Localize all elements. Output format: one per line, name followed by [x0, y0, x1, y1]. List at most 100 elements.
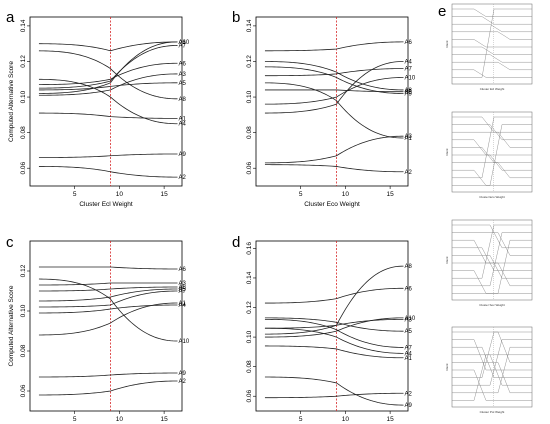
x-axis-label: Cluster Ecl Weight: [79, 201, 133, 208]
series-line-A5: [264, 317, 404, 332]
rank-line: [452, 46, 532, 55]
rank-plot-y-label: Rank: [445, 40, 449, 48]
panel-a: a 5 10 15 0.06 0.08 0.10 0.12 0.14 Cluster Ecl W…: [6, 9, 190, 208]
series-label-A9: A9: [405, 403, 413, 409]
rank-line: [452, 132, 532, 148]
x-tick-label: 5: [73, 416, 77, 423]
series-line-A6: [38, 62, 178, 85]
rank-line: [452, 39, 532, 48]
rank-line: [452, 347, 532, 393]
y-tick-label: 0.08: [246, 360, 253, 373]
rank-line: [452, 270, 532, 294]
rank-line: [452, 16, 532, 25]
series-line-A6: [264, 41, 404, 52]
series-label-A2: A2: [179, 175, 187, 181]
series-label-A2: A2: [405, 170, 413, 176]
rank-line: [452, 262, 532, 286]
series-line-A2: [264, 392, 404, 399]
rank-line: [452, 331, 532, 363]
series-label-A8: A8: [405, 88, 413, 94]
y-tick-label: 0.08: [20, 126, 27, 139]
panel-d-letter: d: [232, 234, 240, 251]
rank-line: [452, 31, 532, 40]
series-label-A7: A7: [179, 289, 187, 295]
series-label-A10: A10: [179, 339, 190, 345]
rank-plot-x-label: Cluster Pol Weight: [480, 410, 505, 414]
y-tick-label: 0.16: [246, 242, 253, 255]
series-label-A9: A9: [179, 152, 187, 158]
x-axis-label: Cluster Eco Weight: [304, 201, 360, 208]
y-tick-label: 0.10: [20, 90, 27, 103]
y-tick-label: 0.12: [20, 264, 27, 277]
series-label-A10: A10: [179, 40, 190, 46]
plot-frame: [29, 240, 183, 412]
series-line-A7: [38, 290, 178, 308]
rank-line: [452, 354, 532, 401]
rank-line: [452, 116, 532, 178]
y-axis-label: Computed Alternative Score: [8, 61, 15, 142]
rank-plot-frame: [451, 111, 533, 193]
x-tick-label: 15: [387, 191, 395, 198]
series-line-A3: [38, 282, 178, 286]
x-tick-label: 5: [73, 191, 77, 198]
x-tick-label: 10: [342, 416, 350, 423]
x-tick-label: 10: [116, 416, 124, 423]
series-label-A8: A8: [405, 264, 413, 270]
series-line-A4: [264, 61, 404, 114]
series-label-A5: A5: [405, 90, 413, 96]
y-tick-label: 0.10: [246, 330, 253, 343]
series-line-A4: [38, 78, 178, 125]
y-tick-label: 0.10: [246, 90, 253, 103]
panel-a-letter: a: [6, 9, 15, 26]
y-tick-label: 0.14: [246, 271, 253, 284]
series-label-A8: A8: [179, 285, 187, 291]
rank-line: [452, 240, 532, 294]
series-line-A6: [38, 41, 178, 52]
x-tick-label: 5: [299, 191, 303, 198]
series-line-A3: [264, 318, 404, 329]
series-label-A10: A10: [405, 316, 416, 322]
series-line-A10: [264, 317, 404, 338]
rank-plot-y-label: Rank: [445, 363, 449, 371]
rank-line: [452, 62, 532, 70]
rank-plot-frame: [451, 326, 533, 408]
series-line-A5: [38, 82, 178, 91]
x-tick-label: 15: [161, 191, 169, 198]
series-line-A8: [264, 61, 404, 91]
rank-plot-y-label: Rank: [445, 148, 449, 156]
series-label-A3: A3: [179, 72, 187, 78]
series-line-A4: [264, 327, 404, 354]
series-label-A2: A2: [405, 391, 413, 397]
rank-line: [452, 362, 532, 393]
series-label-A5: A5: [405, 329, 413, 335]
series-label-A1: A1: [405, 356, 413, 362]
series-label-A10: A10: [405, 75, 416, 81]
series-line-A8: [264, 265, 404, 335]
series-line-A2: [38, 166, 178, 178]
rank-plot-y-label: Rank: [445, 256, 449, 264]
series-label-A8: A8: [179, 97, 187, 103]
y-tick-label: 0.06: [20, 384, 27, 397]
series-label-A6: A6: [179, 267, 187, 273]
panel-e: e Rank Cluster Ecl Weight Rank Cluster Eco …: [438, 3, 533, 414]
rank-line: [452, 162, 532, 178]
series-label-A9: A9: [405, 91, 413, 97]
panel-b-plot: 5 10 15 0.06 0.08 0.10 0.12 0.14 Cluster Eco Wei…: [246, 16, 416, 208]
panel-b: b 5 10 15 0.06 0.08 0.10 0.12 0.14 Cluster Eco W…: [232, 9, 416, 208]
x-tick-label: 5: [299, 416, 303, 423]
series-label-A7: A7: [405, 67, 413, 73]
series-line-A7: [264, 68, 404, 77]
y-tick-label: 0.06: [246, 162, 253, 175]
series-line-A4: [38, 304, 178, 314]
rank-line: [452, 54, 532, 63]
series-label-A3: A3: [179, 281, 187, 287]
series-line-A10: [264, 77, 404, 105]
series-line-A8: [38, 286, 178, 292]
rank-line: [452, 8, 532, 17]
series-line-A10: [38, 278, 178, 342]
plot-frame: [255, 16, 409, 187]
y-tick-label: 0.08: [20, 344, 27, 357]
series-label-A3: A3: [405, 134, 413, 140]
